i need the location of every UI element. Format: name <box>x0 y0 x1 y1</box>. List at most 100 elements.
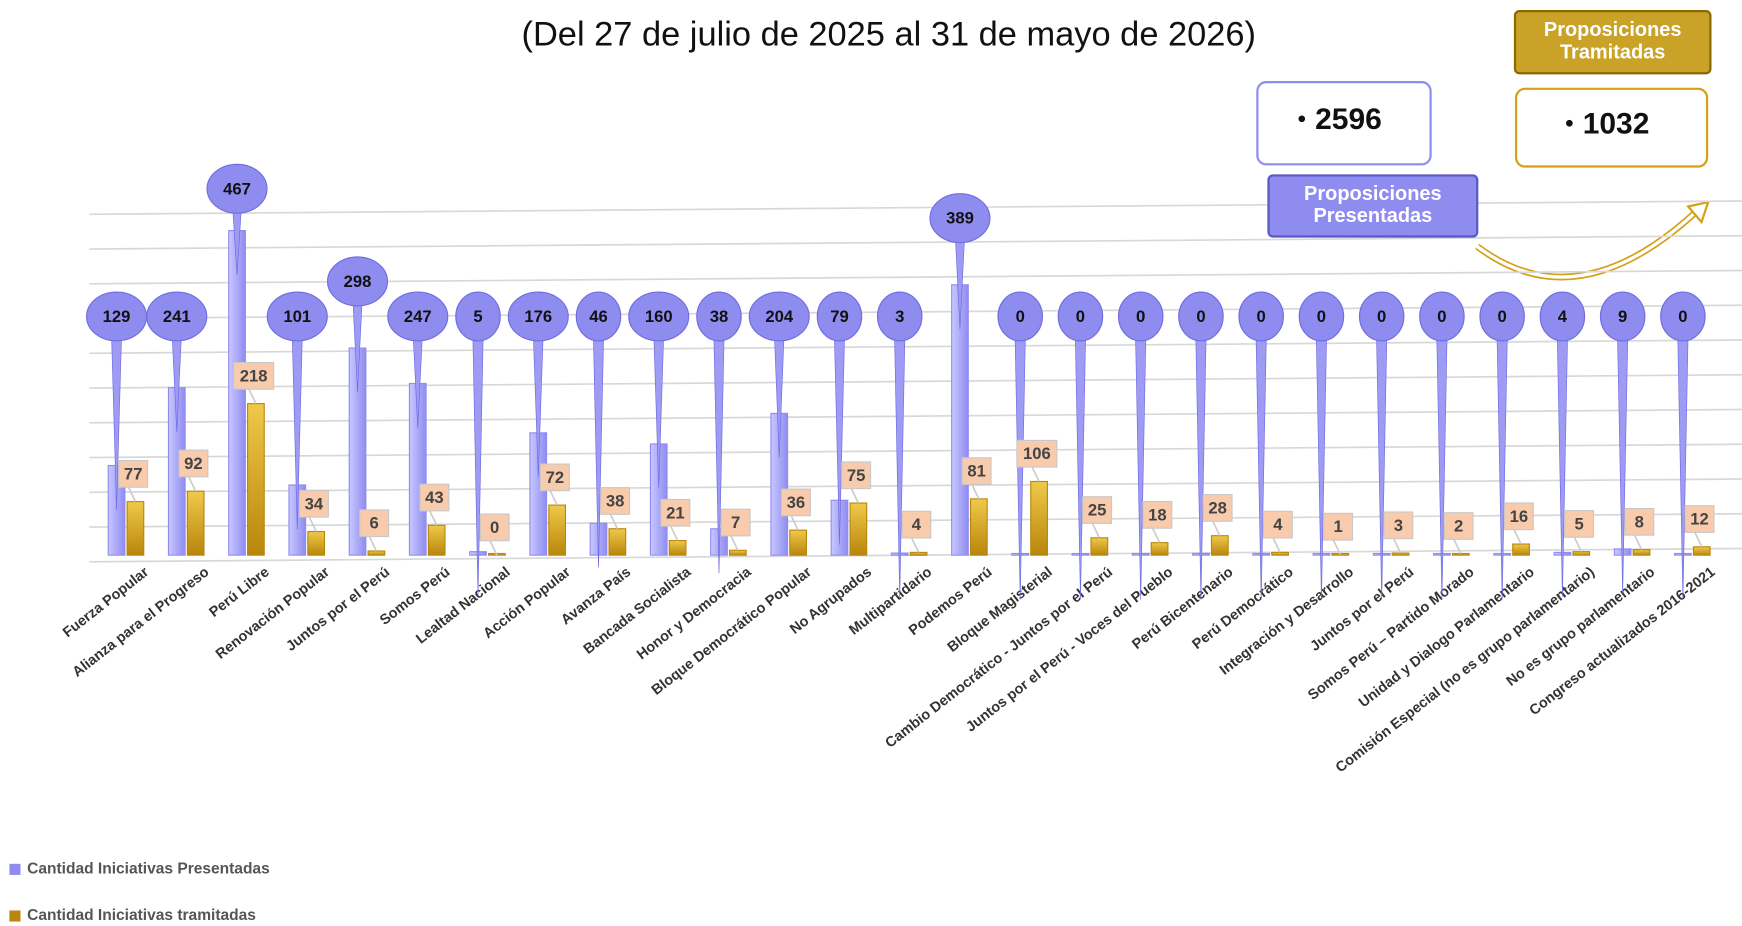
callout-box <box>660 498 691 527</box>
bar <box>1150 542 1169 556</box>
legend-swatch <box>9 863 21 875</box>
callout-box <box>359 509 390 538</box>
bar <box>307 530 326 556</box>
callout-bubble <box>326 256 389 307</box>
callout-pointer <box>1677 316 1689 600</box>
callout-pointer <box>1496 316 1509 600</box>
data-label: 12 <box>1690 510 1709 529</box>
data-label: 21 <box>666 503 685 522</box>
data-label: 129 <box>103 307 131 326</box>
data-label: 0 <box>1196 307 1205 326</box>
callout-bubble <box>266 291 328 342</box>
callout-bubble <box>1298 291 1345 342</box>
data-label: 0 <box>1377 307 1386 326</box>
data-label: 34 <box>305 494 324 513</box>
bar <box>789 529 807 556</box>
data-label: 204 <box>765 307 794 326</box>
callout-pointer <box>1436 316 1448 600</box>
callout-box <box>1684 505 1715 533</box>
bar <box>126 501 145 556</box>
data-label: 298 <box>344 272 372 291</box>
grid-line <box>89 339 1742 355</box>
x-tick-label: Renovación Popular <box>213 564 333 663</box>
data-label: 38 <box>606 491 625 510</box>
callout-bubble <box>748 291 810 342</box>
summary-label-box <box>1513 9 1712 75</box>
callout-bubble <box>1419 291 1465 342</box>
callout-box <box>233 361 275 390</box>
callout-bubble <box>628 291 690 342</box>
grid-line <box>89 373 1742 389</box>
x-tick-label: Cambio Democrático - Juntos por el Perú <box>883 564 1116 751</box>
data-label: 241 <box>163 307 191 326</box>
x-tick-label: Perú Bicentenario <box>1129 564 1236 653</box>
grid-line <box>89 234 1742 250</box>
callout-box <box>1564 510 1595 538</box>
data-label: 7 <box>731 513 740 532</box>
data-label: 218 <box>240 366 268 385</box>
chart-title: (Del 27 de julio de 2025 al 31 de mayo d… <box>522 16 1257 54</box>
callout-bubble <box>1479 291 1525 342</box>
x-tick-label: Perú Democrático <box>1190 564 1297 653</box>
callout-bubble <box>507 291 569 342</box>
data-label: 81 <box>967 462 986 481</box>
data-label: 3 <box>1394 516 1403 535</box>
data-label: 16 <box>1510 507 1529 526</box>
legend-label: Cantidad Iniciativas Presentadas <box>27 860 270 877</box>
callout-bubble <box>997 291 1043 342</box>
grid-line <box>89 200 1742 216</box>
callout-box <box>1503 502 1534 531</box>
callout-pointer <box>1074 316 1087 600</box>
data-label: 247 <box>404 307 432 326</box>
data-label: 5 <box>1574 514 1583 533</box>
callout-bubble <box>1599 291 1646 342</box>
callout-bubble <box>876 291 923 342</box>
summary-box <box>1514 87 1709 168</box>
data-label: 8 <box>1635 512 1644 531</box>
callout-bubble <box>1660 291 1706 342</box>
callout-bubble <box>1178 291 1224 342</box>
data-label: 18 <box>1148 505 1167 524</box>
data-label: 101 <box>283 307 311 326</box>
data-label: 25 <box>1088 501 1107 520</box>
callout-bubble <box>696 291 742 342</box>
data-label: 467 <box>223 179 251 198</box>
callout-pointer <box>1255 316 1268 600</box>
callout-pointer <box>1195 316 1207 600</box>
summary-value: 1032 <box>1583 107 1650 140</box>
callout-box <box>901 510 932 539</box>
bar <box>1692 546 1711 556</box>
summary-label-box <box>1267 174 1479 238</box>
callout-bubble <box>1117 291 1164 342</box>
data-label: 160 <box>645 307 673 326</box>
data-label: 389 <box>946 209 974 228</box>
callout-bubble <box>146 291 208 342</box>
bar <box>1030 480 1048 556</box>
callout-box <box>178 449 209 478</box>
callout-box <box>841 461 872 490</box>
data-label: 0 <box>1076 307 1085 326</box>
bar <box>427 524 446 556</box>
bar <box>548 504 567 556</box>
bar <box>1271 551 1289 556</box>
data-label: 75 <box>847 466 866 485</box>
callout-bubble <box>1539 291 1586 342</box>
callout-bubble <box>816 291 863 342</box>
data-label: 36 <box>787 493 806 512</box>
data-label: 9 <box>1618 307 1627 326</box>
callout-box <box>1142 501 1173 529</box>
bullet <box>1566 119 1573 127</box>
data-label: 3 <box>895 307 904 326</box>
arrow-head <box>1686 200 1710 225</box>
bar <box>728 549 747 556</box>
data-label: 46 <box>589 307 608 326</box>
bar <box>1512 543 1530 556</box>
grid-line <box>89 443 1742 459</box>
data-label: 0 <box>1317 307 1326 326</box>
bar <box>1210 535 1229 556</box>
legend-swatch <box>9 910 21 922</box>
bar <box>186 490 205 556</box>
callout-box <box>1624 507 1655 536</box>
data-label: 4 <box>1558 307 1568 326</box>
